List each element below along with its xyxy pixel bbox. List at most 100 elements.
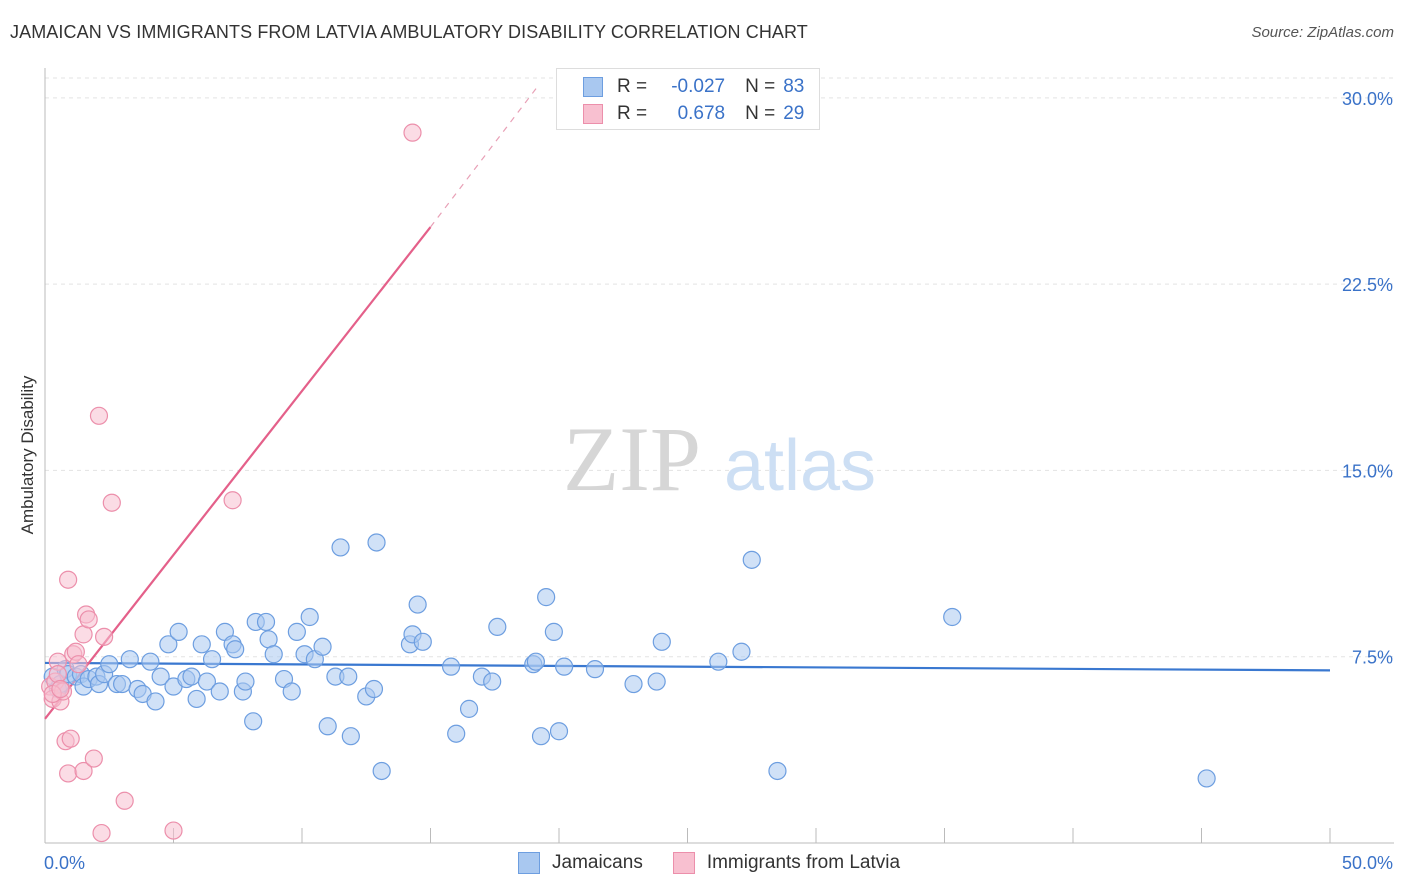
point-latvia xyxy=(164,821,183,840)
legend-item-latvia[interactable]: Immigrants from Latvia xyxy=(672,852,901,874)
watermark-zip: ZIP xyxy=(563,408,701,510)
watermark: ZIP atlas xyxy=(563,408,876,510)
tick-labels: 7.5% 15.0% 22.5% 30.0% 0.0% 50.0% xyxy=(44,89,1393,873)
point-jamaicans xyxy=(742,550,761,569)
point-jamaicans xyxy=(526,652,545,671)
legend-n-label: N = xyxy=(745,103,776,124)
point-jamaicans xyxy=(159,635,178,654)
axes xyxy=(44,68,1394,844)
point-jamaicans xyxy=(300,607,319,627)
point-jamaicans xyxy=(339,667,358,686)
y-tick-label: 30.0% xyxy=(1342,89,1393,109)
point-jamaicans xyxy=(236,672,255,691)
point-jamaicans xyxy=(244,712,263,731)
legend-r-value: -0.027 xyxy=(671,76,726,97)
point-jamaicans xyxy=(341,727,360,746)
point-jamaicans xyxy=(1197,769,1216,788)
point-latvia xyxy=(89,406,109,425)
legend-row-jamaicans: R = -0.027 N = 83 xyxy=(583,75,804,99)
point-latvia xyxy=(79,610,98,629)
point-jamaicans xyxy=(210,682,229,701)
point-jamaicans xyxy=(768,761,787,781)
point-jamaicans xyxy=(624,674,643,694)
point-latvia xyxy=(403,123,422,142)
point-jamaicans xyxy=(112,674,132,694)
chart-title: JAMAICAN VS IMMIGRANTS FROM LATVIA AMBUL… xyxy=(10,22,808,42)
point-jamaicans xyxy=(367,533,386,552)
point-jamaicans xyxy=(732,642,751,661)
x-tick-label: 50.0% xyxy=(1342,853,1393,873)
y-tick-label: 15.0% xyxy=(1342,461,1393,481)
point-jamaicans xyxy=(483,672,502,691)
legend-swatch-jamaicans xyxy=(518,852,540,874)
point-jamaicans xyxy=(169,622,188,641)
point-jamaicans xyxy=(197,672,217,691)
legend-swatch-latvia xyxy=(672,852,695,874)
point-jamaicans xyxy=(187,689,206,709)
watermark-atlas: atlas xyxy=(724,426,876,506)
data-points xyxy=(41,123,1216,843)
point-latvia xyxy=(74,761,93,781)
trend-line-latvia-extension xyxy=(430,85,539,228)
point-jamaicans xyxy=(647,672,666,691)
x-tick-label: 0.0% xyxy=(44,853,85,873)
trend-line-jamaicans xyxy=(44,661,1331,672)
point-jamaicans xyxy=(488,617,507,637)
legend-swatch-jamaicans xyxy=(583,77,603,97)
point-jamaicans xyxy=(151,667,170,686)
source-label: Source: ZipAtlas.com xyxy=(1251,24,1394,41)
point-latvia xyxy=(59,764,78,783)
point-jamaicans xyxy=(141,652,160,671)
point-jamaicans xyxy=(413,632,432,651)
gridlines xyxy=(45,77,1394,658)
legend-item-jamaicans[interactable]: Jamaicans xyxy=(518,852,643,874)
legend-r-label: R = xyxy=(617,76,648,97)
legend-n-value: 83 xyxy=(783,76,805,97)
legend-label-jamaicans: Jamaicans xyxy=(552,852,643,873)
point-jamaicans xyxy=(202,650,222,669)
point-jamaicans xyxy=(120,650,139,669)
point-jamaicans xyxy=(544,622,563,641)
point-latvia xyxy=(115,791,134,810)
point-jamaicans xyxy=(459,699,479,718)
legend-r-value: 0.678 xyxy=(677,103,726,124)
y-tick-label: 22.5% xyxy=(1342,275,1393,295)
point-jamaicans xyxy=(531,727,551,746)
point-jamaicans xyxy=(182,667,201,686)
y-tick-label: 7.5% xyxy=(1352,648,1393,668)
point-latvia xyxy=(59,570,78,589)
point-jamaicans xyxy=(256,612,276,632)
legend-r-label: R = xyxy=(617,103,648,124)
point-jamaicans xyxy=(331,538,350,557)
point-jamaicans xyxy=(943,607,962,627)
point-jamaicans xyxy=(264,645,283,664)
point-jamaicans xyxy=(318,717,337,736)
point-latvia xyxy=(61,729,80,748)
legend-swatch-latvia xyxy=(583,104,603,124)
legend-n-label: N = xyxy=(745,76,776,97)
legend-label-latvia: Immigrants from Latvia xyxy=(706,852,901,873)
point-jamaicans xyxy=(709,652,728,671)
trend-lines xyxy=(44,85,1331,720)
legend-n-value: 29 xyxy=(783,103,805,124)
series-legend: Jamaicans Immigrants from Latvia xyxy=(518,852,930,874)
point-latvia xyxy=(84,749,103,768)
point-latvia xyxy=(223,491,242,510)
legend-stats: R = -0.027 N = 83 R = 0.678 N = 29 xyxy=(556,68,820,130)
point-jamaicans xyxy=(408,595,427,614)
point-latvia xyxy=(48,665,67,684)
point-jamaicans xyxy=(226,640,245,659)
legend-row-latvia: R = 0.678 N = 29 xyxy=(583,102,804,126)
point-jamaicans xyxy=(537,588,556,607)
point-jamaicans xyxy=(441,657,461,676)
point-jamaicans xyxy=(372,761,391,781)
point-jamaicans xyxy=(364,679,384,699)
point-jamaicans xyxy=(282,682,301,701)
point-jamaicans xyxy=(313,637,332,656)
point-latvia xyxy=(102,493,121,512)
point-latvia xyxy=(51,679,70,699)
point-jamaicans xyxy=(555,657,574,676)
point-jamaicans xyxy=(585,660,605,679)
point-latvia xyxy=(69,655,88,674)
